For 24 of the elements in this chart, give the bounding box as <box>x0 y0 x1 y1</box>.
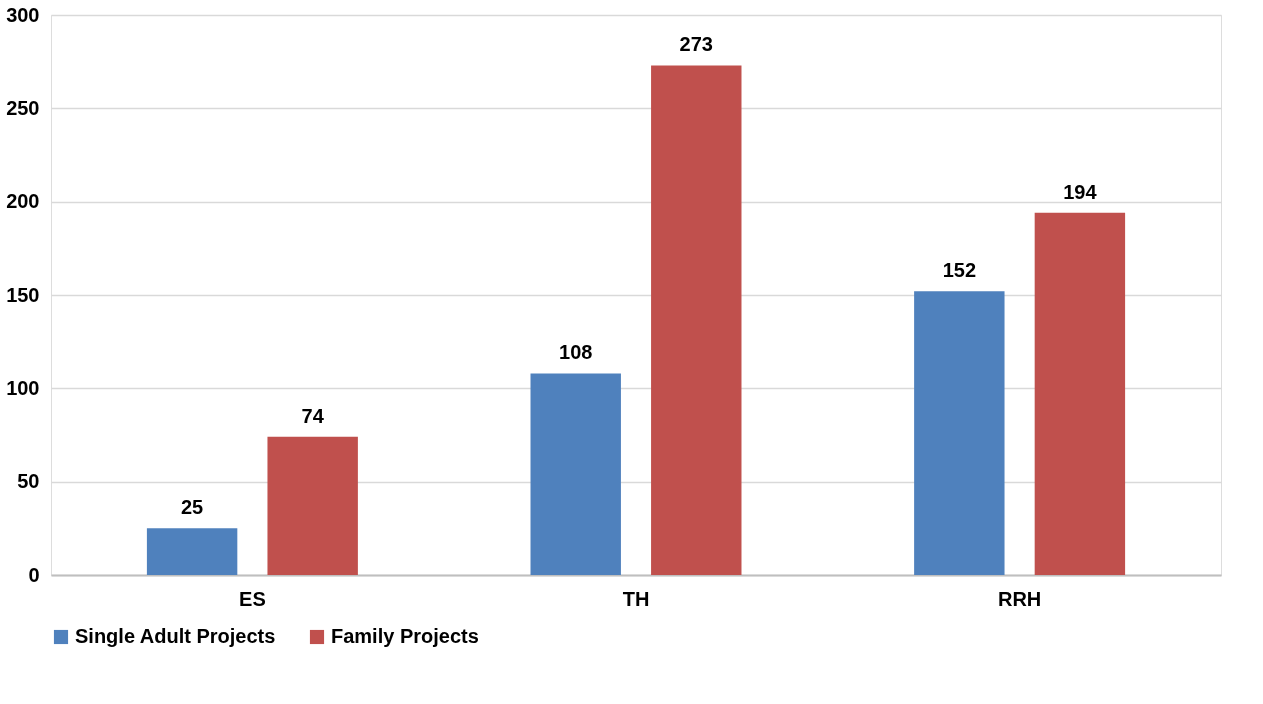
y-tick-label: 0 <box>28 563 40 586</box>
y-tick-label: 100 <box>6 376 40 399</box>
x-tick-label: ES <box>239 587 266 610</box>
legend-label: Single Adult Projects <box>75 625 276 647</box>
x-tick-label: TH <box>622 587 650 610</box>
bar <box>651 65 742 575</box>
y-tick-label: 50 <box>17 470 40 493</box>
bar <box>267 436 358 575</box>
bar <box>146 528 238 575</box>
y-tick-label: 200 <box>6 190 40 213</box>
data-label: 152 <box>942 259 977 282</box>
x-tick-label: RRH <box>997 587 1042 610</box>
legend-label: Family Projects <box>331 625 479 647</box>
y-tick-label: 150 <box>6 283 40 306</box>
data-label: 25 <box>180 496 204 519</box>
bar <box>1034 212 1126 575</box>
y-tick-label: 250 <box>6 96 40 119</box>
data-label: 194 <box>1063 180 1098 203</box>
y-tick-label: 300 <box>6 3 40 26</box>
data-label: 74 <box>301 404 325 427</box>
data-label: 108 <box>559 341 593 364</box>
bar <box>914 291 1005 575</box>
data-label: 273 <box>679 33 713 56</box>
bar <box>530 373 621 575</box>
